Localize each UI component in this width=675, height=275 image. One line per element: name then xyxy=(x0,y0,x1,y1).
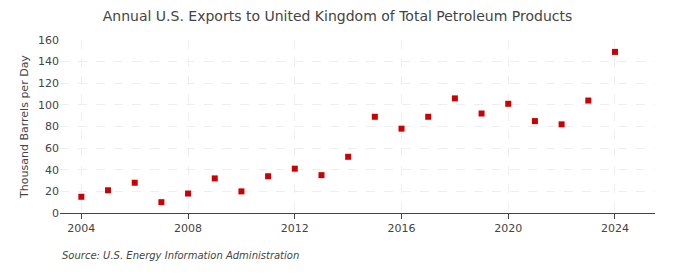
svg-text:Source: U.S. Energy Informatio: Source: U.S. Energy Information Administ… xyxy=(62,250,299,261)
svg-text:120: 120 xyxy=(38,77,59,90)
svg-text:2004: 2004 xyxy=(67,222,95,235)
svg-text:80: 80 xyxy=(45,120,59,133)
svg-text:160: 160 xyxy=(38,34,59,47)
svg-text:2012: 2012 xyxy=(281,222,309,235)
svg-text:2008: 2008 xyxy=(174,222,202,235)
svg-text:140: 140 xyxy=(38,55,59,68)
svg-text:Annual U.S. Exports to United: Annual U.S. Exports to United Kingdom of… xyxy=(103,8,573,24)
svg-text:2016: 2016 xyxy=(388,222,416,235)
svg-text:60: 60 xyxy=(45,142,59,155)
svg-text:0: 0 xyxy=(52,207,59,220)
svg-text:2024: 2024 xyxy=(601,222,629,235)
svg-text:100: 100 xyxy=(38,99,59,112)
svg-text:Thousand Barrels per Day: Thousand Barrels per Day xyxy=(18,55,31,199)
svg-text:20: 20 xyxy=(45,185,59,198)
svg-text:40: 40 xyxy=(45,164,59,177)
svg-text:2020: 2020 xyxy=(494,222,522,235)
